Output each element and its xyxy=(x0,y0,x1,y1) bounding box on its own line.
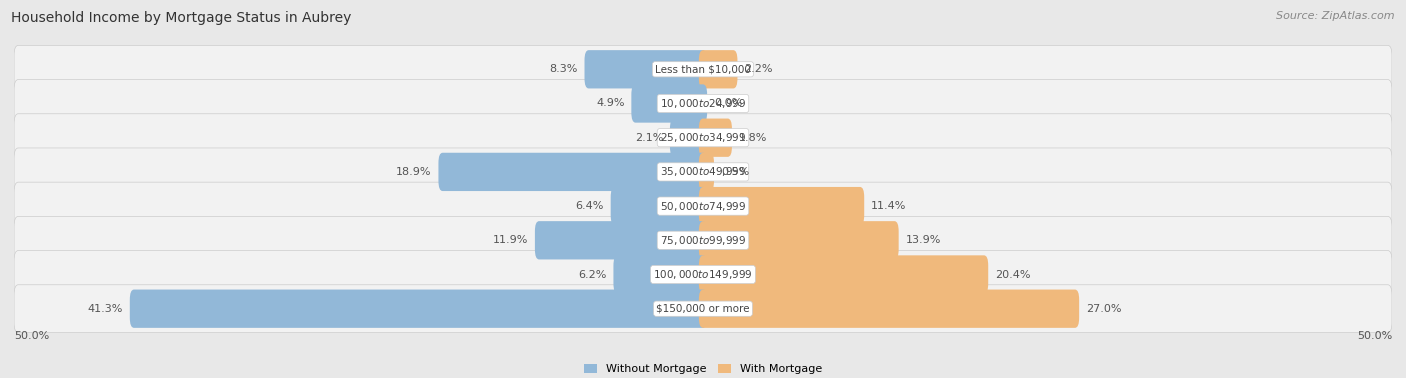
FancyBboxPatch shape xyxy=(613,256,707,294)
Text: 11.9%: 11.9% xyxy=(492,235,529,245)
FancyBboxPatch shape xyxy=(14,148,1392,196)
Text: $10,000 to $24,999: $10,000 to $24,999 xyxy=(659,97,747,110)
Text: $35,000 to $49,999: $35,000 to $49,999 xyxy=(659,166,747,178)
Text: 50.0%: 50.0% xyxy=(14,331,49,341)
Text: 8.3%: 8.3% xyxy=(550,64,578,74)
Text: Less than $10,000: Less than $10,000 xyxy=(655,64,751,74)
FancyBboxPatch shape xyxy=(14,216,1392,264)
Text: $150,000 or more: $150,000 or more xyxy=(657,304,749,314)
FancyBboxPatch shape xyxy=(14,45,1392,93)
FancyBboxPatch shape xyxy=(699,50,738,88)
Text: $100,000 to $149,999: $100,000 to $149,999 xyxy=(654,268,752,281)
Text: 0.0%: 0.0% xyxy=(714,99,742,108)
FancyBboxPatch shape xyxy=(699,119,733,157)
FancyBboxPatch shape xyxy=(610,187,707,225)
Text: $50,000 to $74,999: $50,000 to $74,999 xyxy=(659,200,747,212)
FancyBboxPatch shape xyxy=(14,114,1392,162)
Text: 0.5%: 0.5% xyxy=(721,167,749,177)
FancyBboxPatch shape xyxy=(14,251,1392,299)
Text: 20.4%: 20.4% xyxy=(995,270,1031,279)
FancyBboxPatch shape xyxy=(534,221,707,259)
Text: Household Income by Mortgage Status in Aubrey: Household Income by Mortgage Status in A… xyxy=(11,11,352,25)
Text: 6.4%: 6.4% xyxy=(575,201,603,211)
Text: $75,000 to $99,999: $75,000 to $99,999 xyxy=(659,234,747,247)
FancyBboxPatch shape xyxy=(439,153,707,191)
Text: 2.2%: 2.2% xyxy=(744,64,773,74)
FancyBboxPatch shape xyxy=(631,84,707,122)
FancyBboxPatch shape xyxy=(699,187,865,225)
Text: 6.2%: 6.2% xyxy=(578,270,606,279)
Text: 13.9%: 13.9% xyxy=(905,235,941,245)
Legend: Without Mortgage, With Mortgage: Without Mortgage, With Mortgage xyxy=(579,359,827,378)
Text: 41.3%: 41.3% xyxy=(87,304,122,314)
Text: $25,000 to $34,999: $25,000 to $34,999 xyxy=(659,131,747,144)
FancyBboxPatch shape xyxy=(699,221,898,259)
Text: Source: ZipAtlas.com: Source: ZipAtlas.com xyxy=(1277,11,1395,21)
FancyBboxPatch shape xyxy=(585,50,707,88)
Text: 27.0%: 27.0% xyxy=(1085,304,1122,314)
FancyBboxPatch shape xyxy=(14,79,1392,127)
Text: 1.8%: 1.8% xyxy=(738,133,768,143)
FancyBboxPatch shape xyxy=(699,290,1080,328)
FancyBboxPatch shape xyxy=(669,119,707,157)
Text: 2.1%: 2.1% xyxy=(634,133,664,143)
FancyBboxPatch shape xyxy=(699,256,988,294)
FancyBboxPatch shape xyxy=(699,153,714,191)
Text: 4.9%: 4.9% xyxy=(596,99,624,108)
Text: 18.9%: 18.9% xyxy=(396,167,432,177)
Text: 11.4%: 11.4% xyxy=(872,201,907,211)
Text: 50.0%: 50.0% xyxy=(1357,331,1392,341)
FancyBboxPatch shape xyxy=(129,290,707,328)
FancyBboxPatch shape xyxy=(14,182,1392,230)
FancyBboxPatch shape xyxy=(14,285,1392,333)
